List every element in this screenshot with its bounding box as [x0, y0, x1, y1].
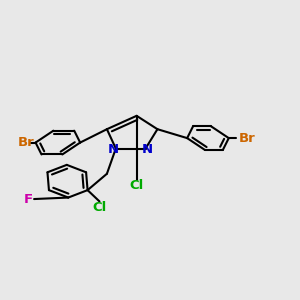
- Text: Br: Br: [18, 136, 34, 149]
- Text: N: N: [107, 142, 118, 156]
- Text: N: N: [142, 142, 153, 156]
- Text: Cl: Cl: [130, 179, 144, 192]
- Text: Cl: Cl: [92, 202, 106, 214]
- Text: Br: Br: [239, 132, 256, 145]
- Text: F: F: [24, 193, 33, 206]
